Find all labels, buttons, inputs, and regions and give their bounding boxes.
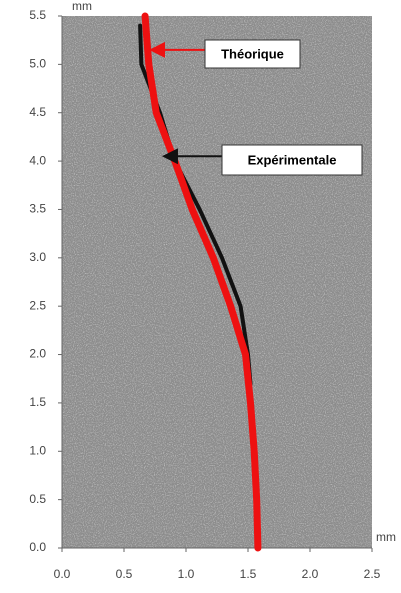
y-unit: mm (72, 0, 92, 13)
y-tick-label: 3.5 (29, 202, 46, 216)
y-tick-label: 0.0 (29, 540, 46, 554)
y-tick-label: 0.5 (29, 492, 46, 506)
y-tick-label: 5.0 (29, 57, 46, 71)
texture (62, 16, 372, 548)
x-tick-label: 0.5 (116, 567, 133, 581)
y-tick-label: 1.5 (29, 395, 46, 409)
x-unit: mm (376, 530, 396, 544)
series-line (141, 12, 262, 552)
annotation-box (221, 144, 363, 176)
y-tick-label: 1.0 (29, 443, 46, 457)
legend-label: Expérimentale (248, 152, 337, 167)
y-tick-label: 2.5 (29, 298, 46, 312)
series-line (138, 23, 253, 386)
y-tick-label: 3.0 (29, 250, 46, 264)
x-tick-label: 2.5 (364, 567, 381, 581)
x-tick-label: 1.5 (240, 567, 257, 581)
y-tick-label: 4.5 (29, 105, 46, 119)
x-tick-label: 2.0 (302, 567, 319, 581)
legend-label: Théorique (221, 46, 284, 61)
y-tick-label: 2.0 (29, 347, 46, 361)
y-tick-label: 5.5 (29, 8, 46, 22)
x-tick-label: 0.0 (54, 567, 71, 581)
y-tick-label: 4.0 (29, 153, 46, 167)
annotation-box (204, 39, 301, 69)
x-tick-label: 1.0 (178, 567, 195, 581)
